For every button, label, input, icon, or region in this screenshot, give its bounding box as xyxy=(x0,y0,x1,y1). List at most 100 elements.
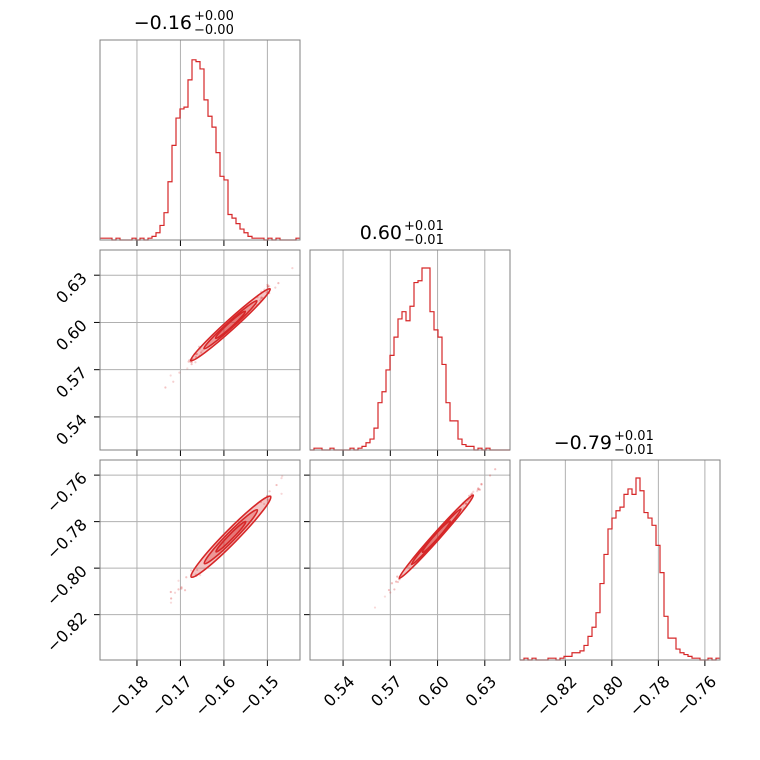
sample-point xyxy=(268,285,271,288)
sample-point xyxy=(263,502,266,506)
param-title-1: 0.60 xyxy=(360,222,402,244)
sample-point xyxy=(480,482,483,486)
sample-point xyxy=(268,490,271,493)
sample-point xyxy=(280,492,283,495)
contour-inner xyxy=(215,520,247,553)
sample-point xyxy=(266,285,269,288)
param-title-minus-0: −0.00 xyxy=(194,23,234,38)
sample-point xyxy=(464,502,468,505)
sample-point xyxy=(172,380,175,383)
contour-outer xyxy=(398,494,475,580)
sample-point xyxy=(265,291,268,294)
panel-frame xyxy=(309,459,511,661)
sample-point xyxy=(266,498,270,501)
sample-point xyxy=(259,297,263,300)
sample-point xyxy=(199,574,202,577)
histogram-1 xyxy=(310,267,510,451)
sample-point xyxy=(387,588,391,592)
sample-point xyxy=(304,465,306,467)
sample-point xyxy=(280,477,283,480)
sample-point xyxy=(266,283,269,286)
y-tick-label: 0.63 xyxy=(52,269,91,308)
x-tick-label: −0.15 xyxy=(235,672,283,720)
sample-point xyxy=(260,296,263,299)
x-tick-label: 0.63 xyxy=(461,672,500,711)
sample-point xyxy=(389,591,392,594)
sample-point xyxy=(194,361,197,364)
sample-point xyxy=(201,349,204,352)
sample-point xyxy=(488,474,492,477)
sample-point xyxy=(169,590,172,594)
x-tick-label: −0.17 xyxy=(148,672,196,720)
sample-point xyxy=(190,363,193,366)
x-tick-label: −0.80 xyxy=(579,672,627,720)
x-tick-label: −0.76 xyxy=(672,672,720,720)
x-tick-label: −0.78 xyxy=(626,672,674,720)
sample-point xyxy=(274,286,277,289)
sample-point xyxy=(186,367,189,370)
contour-mid-fill xyxy=(204,509,258,564)
sample-point xyxy=(195,352,199,356)
contour-mid-fill xyxy=(203,300,257,349)
param-title-minus-1: −0.01 xyxy=(404,233,444,248)
y-tick-label: 0.54 xyxy=(52,410,91,449)
sample-point xyxy=(183,589,187,592)
sample-point xyxy=(511,451,513,453)
sample-point xyxy=(164,386,167,389)
sample-point xyxy=(178,371,181,374)
sample-point xyxy=(169,601,173,604)
sample-point xyxy=(170,597,173,600)
panel-frame xyxy=(99,249,301,451)
x-tick-label: 0.54 xyxy=(320,672,359,711)
x-tick-label: −0.16 xyxy=(191,672,239,720)
contour-inner-fill xyxy=(215,311,246,339)
sample-point xyxy=(506,457,508,459)
y-tick-label: −0.78 xyxy=(43,515,91,563)
sample-point xyxy=(478,488,482,491)
param-title-0: −0.16 xyxy=(134,12,192,34)
y-tick-label: −0.82 xyxy=(43,608,91,656)
contour-mid xyxy=(203,508,259,565)
diag-panel-2: −0.79 +0.01−0.01 xyxy=(519,429,721,666)
y-tick-label: 0.57 xyxy=(52,363,91,402)
contour-outer xyxy=(190,495,272,579)
x-tick-label: 0.60 xyxy=(414,672,453,711)
y-tick-label: 0.60 xyxy=(52,316,91,355)
contour-mid-fill xyxy=(411,508,462,565)
sample-point xyxy=(477,487,480,490)
sample-point xyxy=(476,489,479,493)
panel-frame xyxy=(519,459,721,661)
param-title-plus-2: +0.01 xyxy=(614,429,654,444)
contour-outer-fill xyxy=(399,495,474,579)
sample-point xyxy=(180,587,183,590)
sample-point xyxy=(383,595,387,598)
sample-point xyxy=(177,588,180,591)
sample-point xyxy=(494,468,497,471)
contour-inner-fill xyxy=(215,521,246,552)
sample-point xyxy=(190,361,193,364)
sample-point xyxy=(196,568,199,572)
sample-point xyxy=(277,282,280,285)
x-tick-label: −0.18 xyxy=(104,672,152,720)
sample-point xyxy=(409,564,412,567)
sample-point xyxy=(173,591,177,594)
sample-point xyxy=(396,580,400,584)
param-title-2: −0.79 xyxy=(554,432,612,454)
sample-point xyxy=(177,579,180,582)
contour-inner xyxy=(421,520,452,554)
contour-outer-fill xyxy=(190,288,271,361)
sample-point xyxy=(478,488,481,491)
sample-point xyxy=(185,576,188,579)
diag-panel-0: −0.16 +0.00−0.00 xyxy=(99,9,301,246)
sample-point xyxy=(395,580,398,583)
pair-panel-0-1 xyxy=(94,249,301,456)
diag-panel-1: 0.60 +0.01−0.01 xyxy=(309,219,511,456)
contour-mid xyxy=(203,299,258,350)
sample-point xyxy=(291,267,294,270)
histogram-2 xyxy=(520,477,720,661)
sample-point xyxy=(476,488,479,491)
sample-point xyxy=(169,374,172,377)
sample-point xyxy=(408,566,411,570)
y-tick-label: −0.80 xyxy=(43,562,91,610)
